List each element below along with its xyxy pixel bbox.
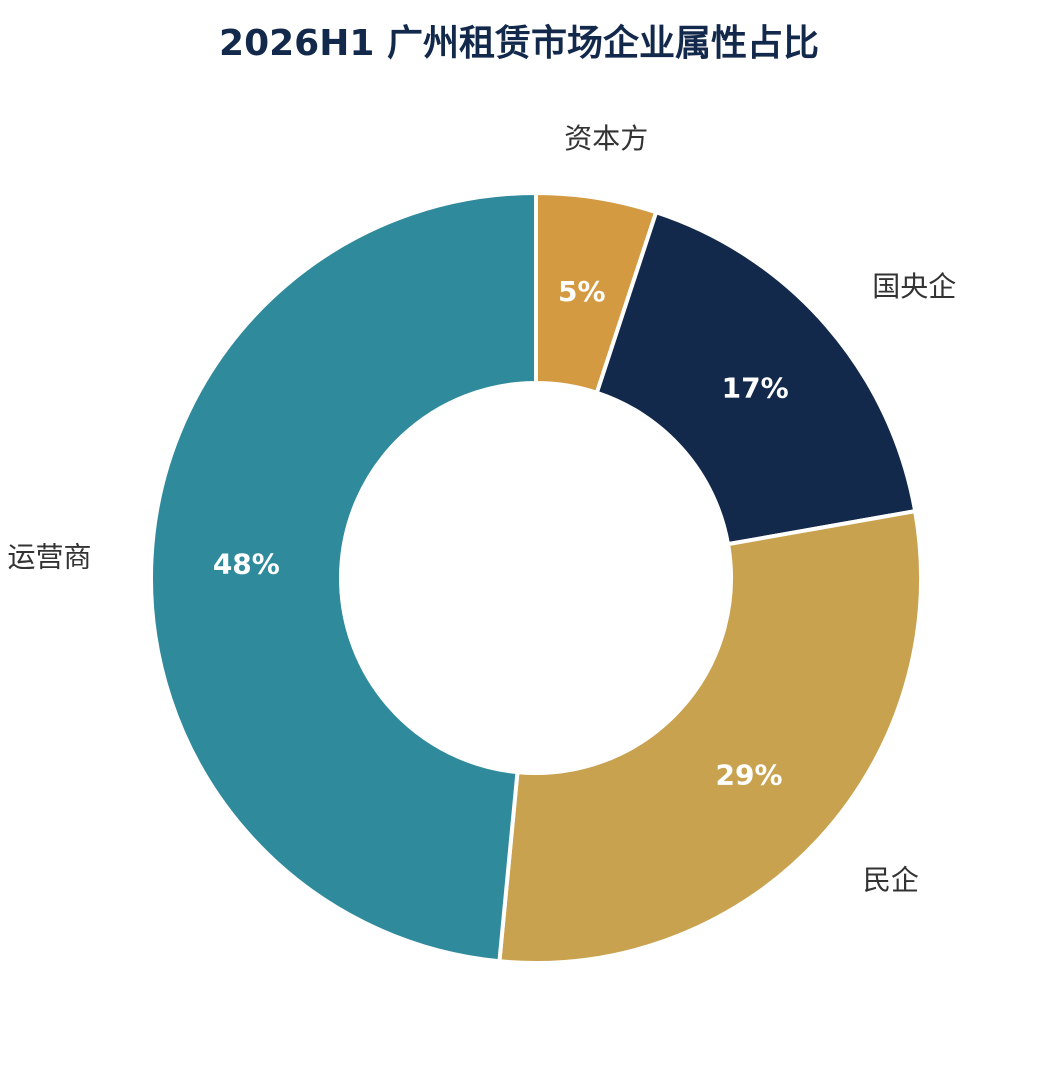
slice-value-label: 5% <box>558 275 606 308</box>
slice-value-label: 48% <box>213 548 280 581</box>
slice-category-label: 民企 <box>863 863 919 896</box>
pie-slice <box>149 190 538 964</box>
slice-category-label: 国央企 <box>872 270 956 303</box>
slice-value-label: 17% <box>722 372 789 405</box>
slice-category-label: 运营商 <box>7 540 91 573</box>
pie-slice <box>497 508 923 965</box>
chart-title: 2026H1 广州租赁市场企业属性占比 <box>219 23 819 64</box>
pie-slice <box>594 209 918 547</box>
slice-value-label: 29% <box>716 758 783 791</box>
slice-category-label: 资本方 <box>564 122 648 155</box>
